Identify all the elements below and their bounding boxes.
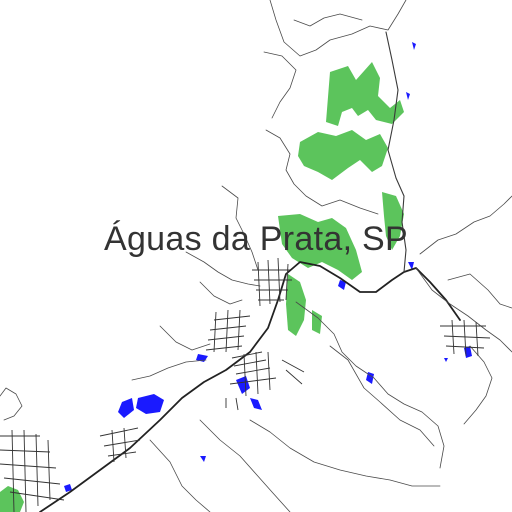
pond <box>200 456 206 462</box>
forest-area-east-strip <box>382 192 404 250</box>
road-west-2 <box>199 281 243 305</box>
pond <box>236 376 250 394</box>
road-east-south <box>463 345 493 425</box>
road-bay <box>0 387 23 421</box>
road-hill <box>265 129 379 215</box>
town-streets <box>0 257 491 512</box>
forest-area-north <box>326 62 404 126</box>
pond <box>444 358 448 362</box>
forest-area-south <box>286 274 306 336</box>
road-far-west <box>159 325 211 351</box>
road-south-branch <box>199 419 291 512</box>
vegetation-layer <box>0 62 404 512</box>
forest-area-middle <box>298 130 388 180</box>
forest-area-town <box>278 214 362 280</box>
road-southeast <box>295 301 445 469</box>
road-southwest <box>131 359 207 381</box>
road-east-far <box>447 273 512 309</box>
road-east-north <box>419 195 512 255</box>
forest-area-southwest <box>0 486 24 512</box>
road-west <box>185 251 261 287</box>
road-south-branch-2 <box>149 439 211 512</box>
road-east-hills <box>415 267 512 353</box>
highway <box>39 261 461 512</box>
pond <box>406 92 410 100</box>
pond <box>338 280 346 290</box>
pond <box>118 398 134 418</box>
reservoir <box>136 394 164 414</box>
road-north-loop <box>293 13 363 27</box>
road-south-east-2 <box>329 345 435 447</box>
road-north-branch <box>263 51 297 119</box>
pond <box>412 42 416 50</box>
road-northwest <box>269 0 407 57</box>
water-layer <box>64 42 472 492</box>
road-west-ridge <box>221 185 259 271</box>
forest-area-south-small <box>312 310 322 334</box>
road-south-central <box>249 419 441 487</box>
pond <box>250 398 262 410</box>
pond <box>408 262 414 270</box>
pond <box>64 484 72 492</box>
road-east-valley <box>385 31 407 273</box>
pond <box>366 372 374 384</box>
